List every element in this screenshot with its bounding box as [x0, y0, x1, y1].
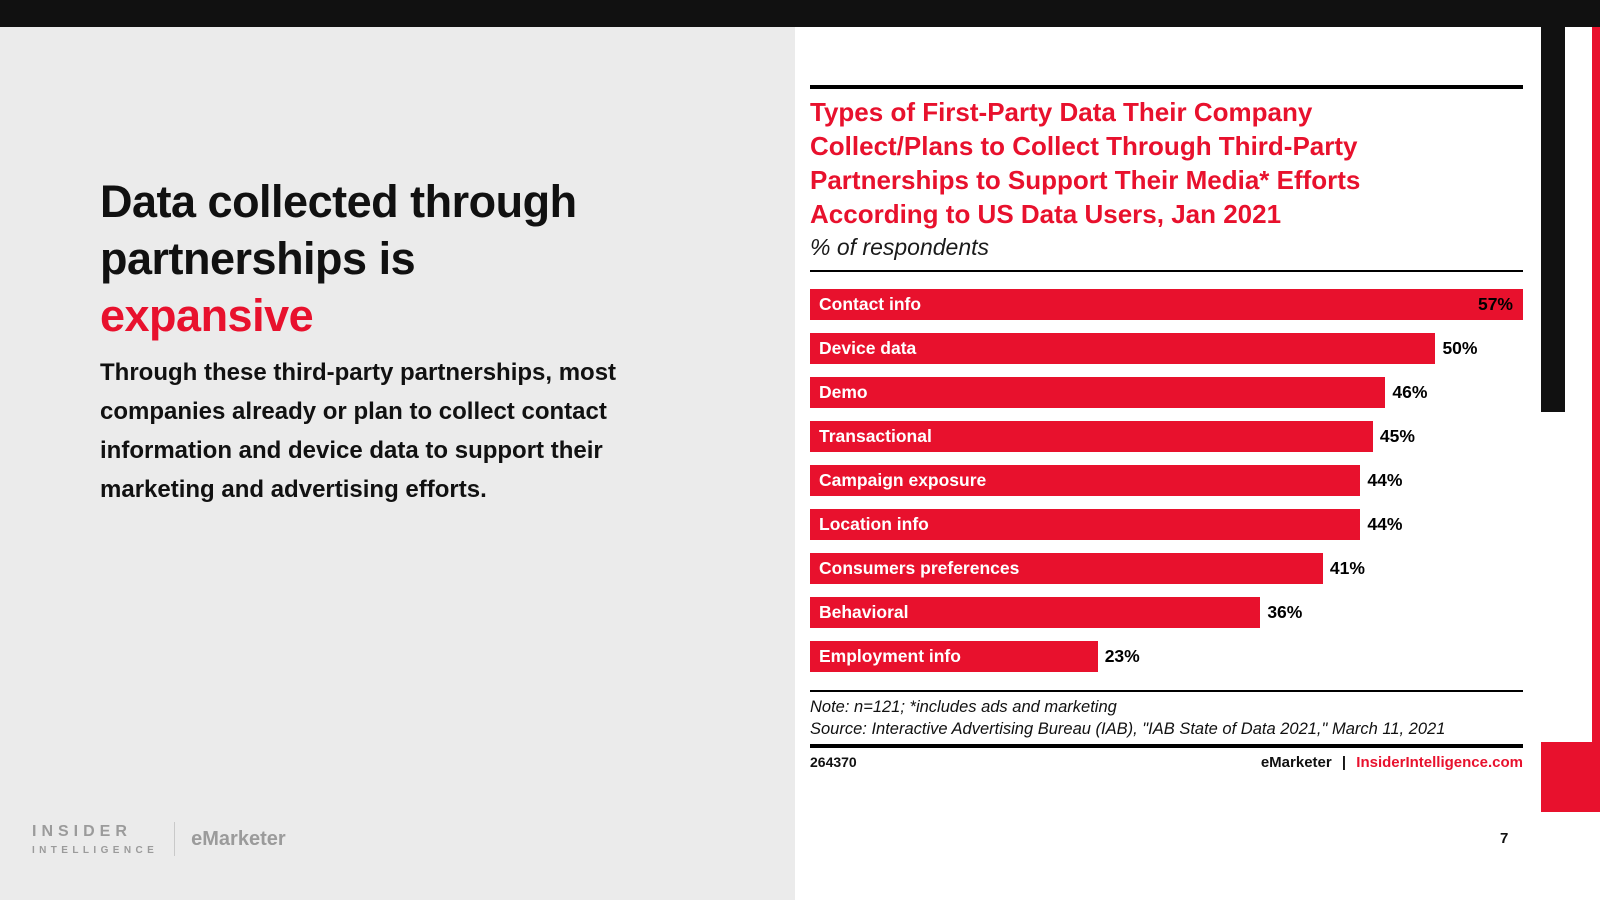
bar-category-label: Transactional	[819, 426, 932, 446]
bar-row: Demo 46%	[810, 377, 1523, 408]
chart-id: 264370	[810, 754, 857, 770]
bar-category-label: Demo	[819, 382, 868, 402]
bar-value-label: 36%	[1267, 602, 1303, 622]
chart-top-rule	[810, 85, 1523, 89]
bar-row: Transactional 45%	[810, 421, 1523, 452]
bar-behavioral: Behavioral	[810, 597, 1261, 628]
page-number: 7	[1500, 830, 1509, 847]
bar-location-info: Location info	[810, 509, 1361, 540]
bar-row: Location info 44%	[810, 509, 1523, 540]
bar-transactional: Transactional	[810, 421, 1373, 452]
bar-row: Contact info 57%	[810, 289, 1523, 320]
right-red-square	[1541, 742, 1600, 812]
footer-insiderintelligence-link[interactable]: InsiderIntelligence.com	[1356, 754, 1523, 771]
chart-mid-rule	[810, 270, 1523, 272]
logo-divider	[174, 822, 176, 856]
bar-category-label: Behavioral	[819, 602, 909, 622]
slide-title: Data collected through partnerships is e…	[100, 173, 577, 344]
bar-value-label: 41%	[1329, 558, 1365, 578]
chart-title-line4: According to US Data Users, Jan 2021	[810, 199, 1282, 229]
slide-title-line1: Data collected through	[100, 176, 577, 227]
right-red-strip	[1592, 27, 1600, 812]
top-black-bar	[0, 0, 1600, 27]
slide-body-text: Through these third-party partnerships, …	[100, 359, 617, 503]
slide-title-accent: expansive	[100, 290, 314, 341]
chart-footer: 264370 eMarketer | InsiderIntelligence.c…	[810, 754, 1523, 771]
chart-title-line3: Partnerships to Support Their Media* Eff…	[810, 165, 1361, 195]
left-text-panel: Data collected through partnerships is e…	[0, 27, 795, 900]
chart-note: Note: n=121; *includes ads and marketing	[810, 698, 1117, 716]
bar-value-label: 44%	[1367, 470, 1403, 490]
emarketer-logo: eMarketer	[191, 827, 286, 850]
bar-consumers-preferences: Consumers preferences	[810, 553, 1323, 584]
footer-separator: |	[1341, 754, 1347, 771]
bar-category-label: Device data	[819, 338, 917, 358]
bar-category-label: Consumers preferences	[819, 558, 1020, 578]
right-black-strip	[1541, 27, 1565, 412]
bar-chart: Contact info 57% Device data 50% Demo 46% Tran…	[810, 289, 1523, 685]
insider-logo-text: INSIDER	[32, 822, 132, 840]
insider-intelligence-logo: INSIDER INTELLIGENCE	[32, 823, 158, 856]
bar-value-label: 45%	[1379, 426, 1415, 446]
chart-thin-rule	[810, 690, 1523, 692]
bar-row: Campaign exposure 44%	[810, 465, 1523, 496]
bar-category-label: Campaign exposure	[819, 470, 987, 490]
bar-device-data: Device data	[810, 333, 1436, 364]
chart-title-line1: Types of First-Party Data Their Company	[810, 97, 1313, 127]
bar-value-label: 23%	[1104, 646, 1140, 666]
bar-value-label: 44%	[1367, 514, 1403, 534]
chart-title-line2: Collect/Plans to Collect Through Third-P…	[810, 131, 1358, 161]
bar-row: Consumers preferences 41%	[810, 553, 1523, 584]
slide-title-line2: partnerships is	[100, 233, 416, 284]
bar-category-label: Employment info	[819, 646, 961, 666]
bar-row: Employment info 23%	[810, 641, 1523, 672]
footer-emarketer-label: eMarketer	[1260, 754, 1332, 771]
bar-category-label: Location info	[819, 514, 929, 534]
chart-footer-branding: eMarketer | InsiderIntelligence.com	[1261, 754, 1523, 771]
chart-bottom-rule	[810, 744, 1523, 748]
bar-campaign-exposure: Campaign exposure	[810, 465, 1361, 496]
bar-row: Device data 50%	[810, 333, 1523, 364]
chart-subtitle: % of respondents	[810, 234, 990, 260]
bar-row: Behavioral 36%	[810, 597, 1523, 628]
bar-employment-info: Employment info	[810, 641, 1098, 672]
chart-title: Types of First-Party Data Their Company …	[810, 95, 1523, 231]
bar-value-label: 50%	[1442, 338, 1478, 358]
bar-category-label: Contact info	[819, 294, 922, 314]
bar-value-label: 57%	[1477, 294, 1513, 314]
intelligence-logo-text: INTELLIGENCE	[32, 844, 159, 856]
bar-contact-info: Contact info 57%	[810, 289, 1523, 320]
chart-source: Source: Interactive Advertising Bureau (…	[810, 720, 1446, 738]
chart-panel: Types of First-Party Data Their Company …	[795, 27, 1541, 900]
bar-demo: Demo	[810, 377, 1386, 408]
brand-logos: INSIDER INTELLIGENCE eMarketer	[32, 822, 286, 856]
bar-value-label: 46%	[1392, 382, 1428, 402]
